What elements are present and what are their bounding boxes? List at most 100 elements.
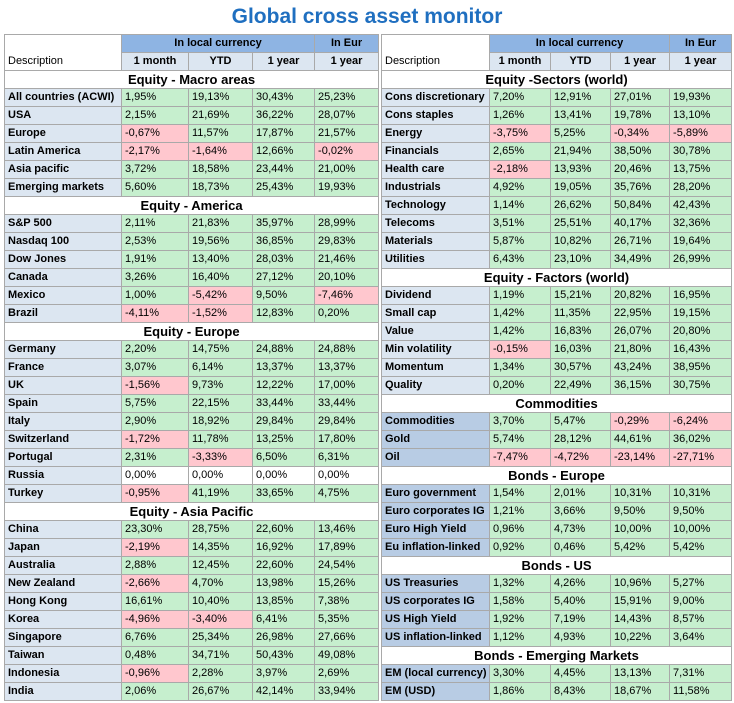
row-label: Latin America bbox=[4, 142, 122, 161]
row-label: Brazil bbox=[4, 304, 122, 323]
row-label: US inflation-linked bbox=[381, 628, 490, 647]
value-cell: 1,26% bbox=[489, 106, 551, 125]
value-cell: 14,75% bbox=[188, 340, 253, 359]
value-cell: 1,21% bbox=[489, 502, 551, 521]
value-cell: 0,46% bbox=[550, 538, 611, 557]
value-cell: 5,27% bbox=[669, 574, 733, 593]
value-cell: 22,95% bbox=[609, 304, 671, 323]
row-label: Dow Jones bbox=[4, 250, 122, 269]
value-cell: 18,67% bbox=[609, 682, 671, 701]
value-cell: 19,93% bbox=[669, 88, 733, 107]
value-cell: 13,13% bbox=[609, 664, 671, 683]
value-cell: 18,92% bbox=[188, 412, 253, 431]
row-label: Taiwan bbox=[4, 646, 122, 665]
table-row: Portugal 2,31% -3,33% 6,50% 6,31% bbox=[4, 448, 380, 467]
table-row: Nasdaq 100 2,53% 19,56% 36,85% 29,83% bbox=[4, 232, 380, 251]
value-cell: -7,46% bbox=[314, 286, 380, 305]
value-cell: 34,49% bbox=[609, 250, 671, 269]
value-cell: 35,76% bbox=[609, 178, 671, 197]
value-cell: 30,75% bbox=[669, 376, 733, 395]
table-row: Industrials 4,92% 19,05% 35,76% 28,20% bbox=[381, 178, 733, 197]
value-cell: 5,40% bbox=[550, 592, 611, 611]
value-cell: 1,54% bbox=[489, 484, 551, 503]
row-label: Euro High Yield bbox=[381, 520, 490, 539]
row-label: France bbox=[4, 358, 122, 377]
section-row: Bonds - US bbox=[380, 556, 733, 575]
value-cell: 4,73% bbox=[550, 520, 611, 539]
value-cell: 5,75% bbox=[121, 394, 189, 413]
row-label: Quality bbox=[381, 376, 490, 395]
value-cell: 36,02% bbox=[669, 430, 733, 449]
value-cell: 22,60% bbox=[251, 556, 316, 575]
row-label: Europe bbox=[4, 124, 122, 143]
value-cell: 13,85% bbox=[251, 592, 316, 611]
table-row: Euro government 1,54% 2,01% 10,31% 10,31% bbox=[381, 484, 733, 503]
table-row: Telecoms 3,51% 25,51% 40,17% 32,36% bbox=[381, 214, 733, 233]
value-cell: 43,24% bbox=[609, 358, 671, 377]
value-cell: 9,50% bbox=[251, 286, 316, 305]
value-cell: 2,01% bbox=[550, 484, 611, 503]
page-title: Global cross asset monitor bbox=[231, 5, 503, 28]
row-label: Oil bbox=[381, 448, 490, 467]
value-cell: 5,25% bbox=[550, 124, 611, 143]
value-cell: 13,98% bbox=[251, 574, 316, 593]
value-cell: 1,86% bbox=[489, 682, 551, 701]
value-cell: 2,88% bbox=[121, 556, 189, 575]
value-cell: 28,75% bbox=[188, 520, 253, 539]
value-cell: 2,20% bbox=[121, 340, 189, 359]
value-cell: -5,89% bbox=[669, 124, 733, 143]
table-row: France 3,07% 6,14% 13,37% 13,37% bbox=[4, 358, 380, 377]
value-cell: 10,00% bbox=[609, 520, 671, 539]
value-cell: 18,73% bbox=[188, 178, 253, 197]
row-label: US corporates IG bbox=[381, 592, 490, 611]
table-row: Australia 2,88% 12,45% 22,60% 24,54% bbox=[4, 556, 380, 575]
value-cell: -1,56% bbox=[121, 376, 189, 395]
value-cell: 32,36% bbox=[669, 214, 733, 233]
table-row: Hong Kong 16,61% 10,40% 13,85% 7,38% bbox=[4, 592, 380, 611]
value-cell: 26,99% bbox=[669, 250, 733, 269]
table-row: UK -1,56% 9,73% 12,22% 17,00% bbox=[4, 376, 380, 395]
table-row: Japan -2,19% 14,35% 16,92% 17,89% bbox=[4, 538, 380, 557]
value-cell: 12,91% bbox=[550, 88, 611, 107]
table-row: S&P 500 2,11% 21,83% 35,97% 28,99% bbox=[4, 214, 380, 233]
table-row: US inflation-linked 1,12% 4,93% 10,22% 3,64% bbox=[381, 628, 733, 647]
value-cell: 14,35% bbox=[188, 538, 253, 557]
value-cell: 3,64% bbox=[669, 628, 733, 647]
table-row: Value 1,42% 16,83% 26,07% 20,80% bbox=[381, 322, 733, 341]
value-cell: 3,07% bbox=[121, 358, 189, 377]
value-cell: 7,19% bbox=[550, 610, 611, 629]
value-cell: 21,57% bbox=[314, 124, 380, 143]
table-row: Indonesia -0,96% 2,28% 3,97% 2,69% bbox=[4, 664, 380, 683]
table-row: Gold 5,74% 28,12% 44,61% 36,02% bbox=[381, 430, 733, 449]
value-cell: 9,50% bbox=[669, 502, 733, 521]
value-cell: -6,24% bbox=[669, 412, 733, 431]
value-cell: 23,30% bbox=[121, 520, 189, 539]
row-label: Cons staples bbox=[381, 106, 490, 125]
value-cell: 13,75% bbox=[669, 160, 733, 179]
value-cell: 17,80% bbox=[314, 430, 380, 449]
value-cell: 22,60% bbox=[251, 520, 316, 539]
value-cell: 5,42% bbox=[669, 538, 733, 557]
table-row: Cons staples 1,26% 13,41% 19,78% 13,10% bbox=[381, 106, 733, 125]
row-label: Industrials bbox=[381, 178, 490, 197]
value-cell: 44,61% bbox=[609, 430, 671, 449]
row-label: Momentum bbox=[381, 358, 490, 377]
value-cell: 22,49% bbox=[550, 376, 611, 395]
value-cell: -0,15% bbox=[489, 340, 551, 359]
value-cell: -1,64% bbox=[188, 142, 253, 161]
table-row: USA 2,15% 21,69% 36,22% 28,07% bbox=[4, 106, 380, 125]
column-header-col-ytd: YTD bbox=[188, 52, 253, 71]
table-row: Mexico 1,00% -5,42% 9,50% -7,46% bbox=[4, 286, 380, 305]
table-row: Quality 0,20% 22,49% 36,15% 30,75% bbox=[381, 376, 733, 395]
row-label: Portugal bbox=[4, 448, 122, 467]
value-cell: 10,31% bbox=[609, 484, 671, 503]
section-title: Bonds - Emerging Markets bbox=[380, 646, 733, 665]
section-title: Bonds - Europe bbox=[380, 466, 733, 485]
value-cell: 27,66% bbox=[314, 628, 380, 647]
table-row: Dividend 1,19% 15,21% 20,82% 16,95% bbox=[381, 286, 733, 305]
value-cell: -4,11% bbox=[121, 304, 189, 323]
table-row: Cons discretionary 7,20% 12,91% 27,01% 19,93… bbox=[381, 88, 733, 107]
value-cell: 15,21% bbox=[550, 286, 611, 305]
row-label: Cons discretionary bbox=[381, 88, 490, 107]
table-row: Brazil -4,11% -1,52% 12,83% 0,20% bbox=[4, 304, 380, 323]
